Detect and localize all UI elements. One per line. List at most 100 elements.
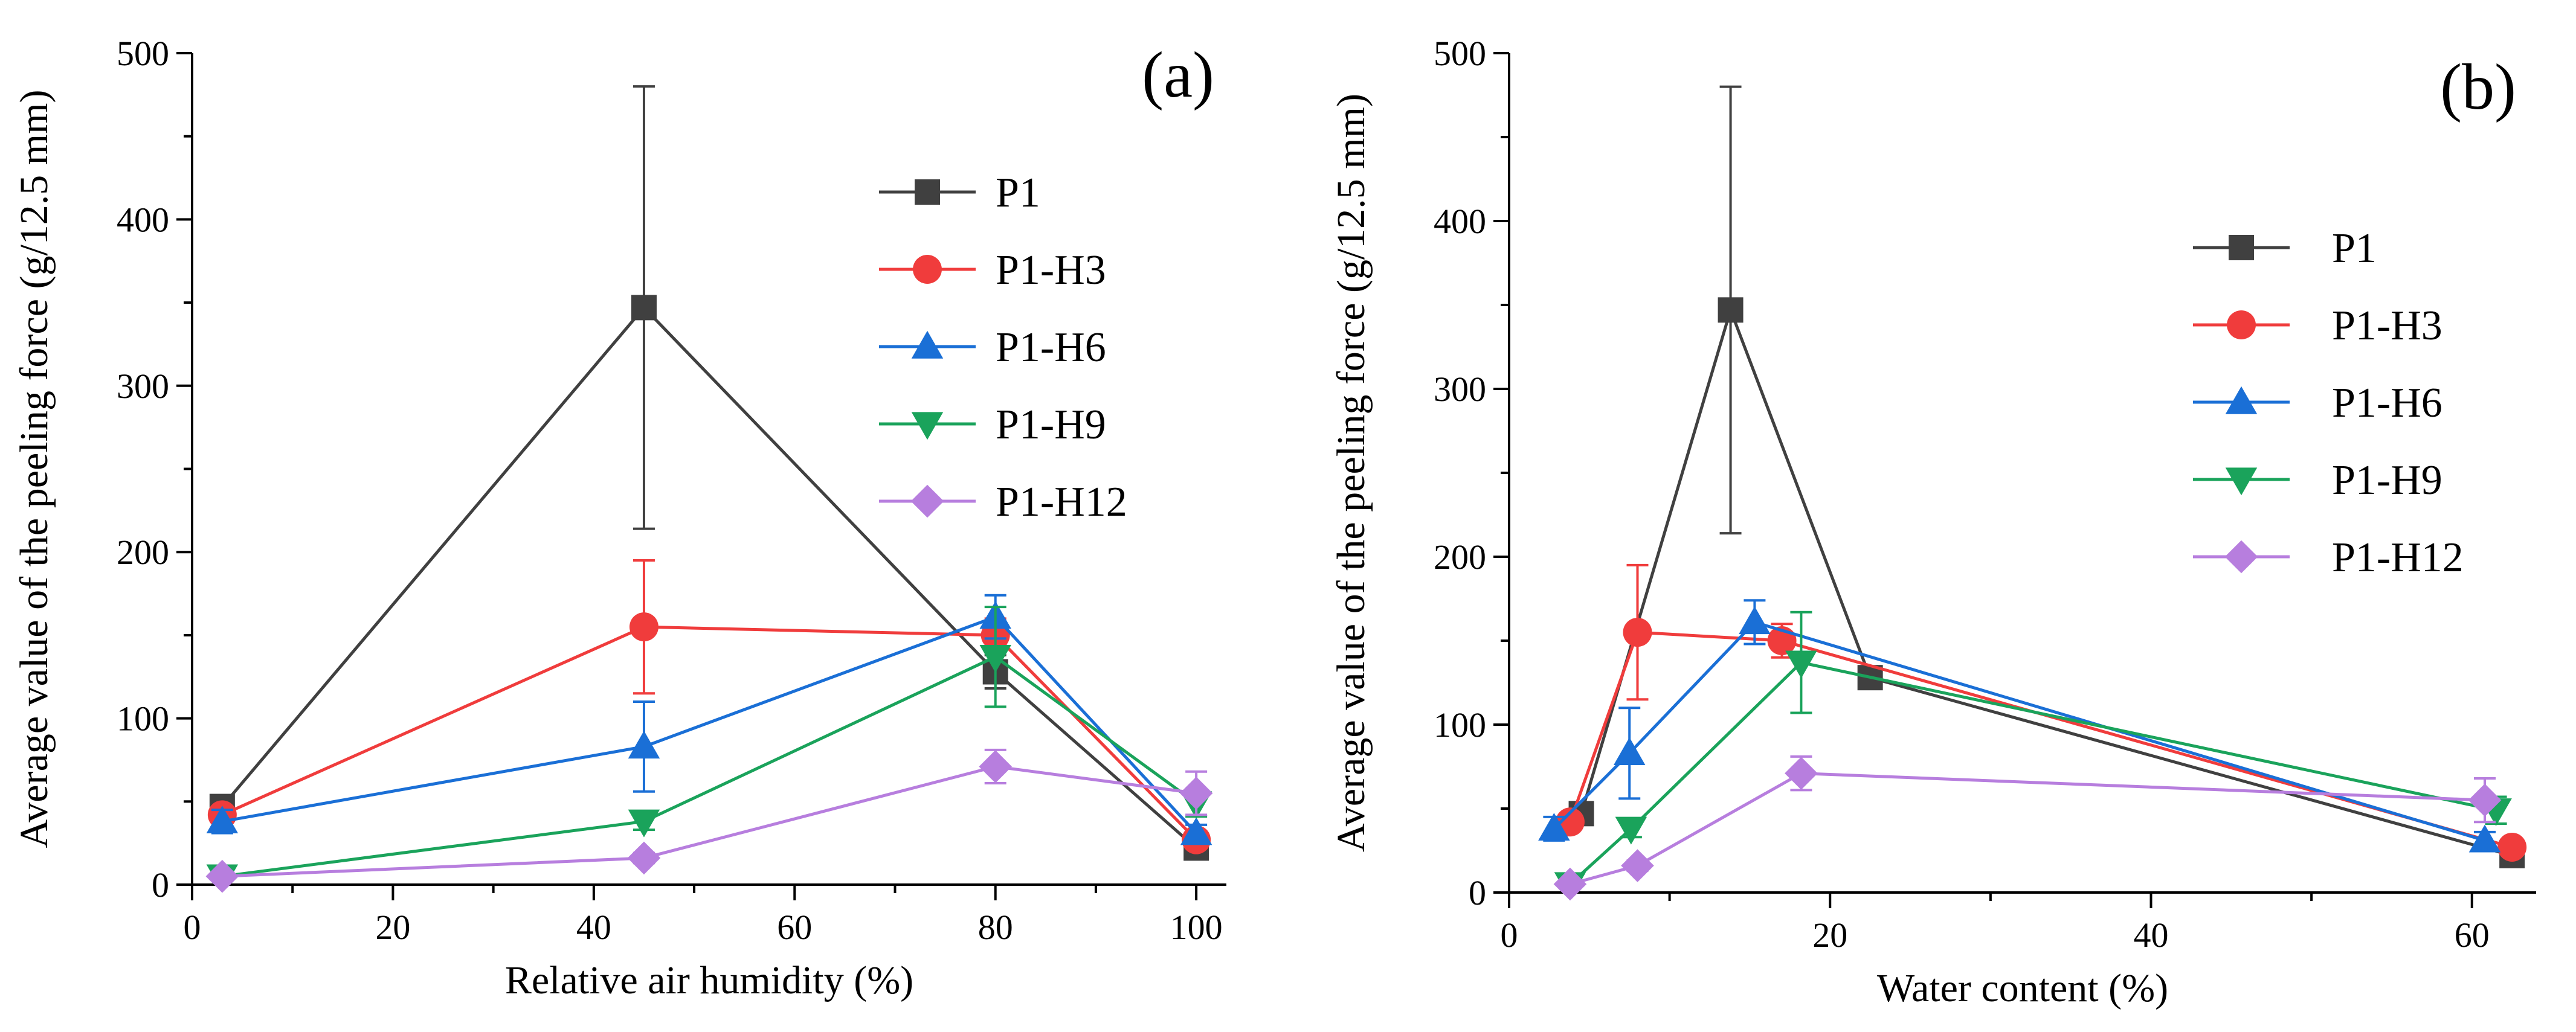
data-point <box>627 841 661 875</box>
y-tick-label: 400 <box>1434 202 1486 241</box>
data-point <box>979 750 1013 783</box>
y-tick-label: 200 <box>1434 537 1486 577</box>
y-tick-label: 0 <box>152 865 169 905</box>
panel-label: (b) <box>2440 51 2516 123</box>
x-tick-label: 40 <box>2134 915 2169 955</box>
y-tick-label: 400 <box>117 200 169 239</box>
series-line <box>1568 630 2513 849</box>
series-line <box>1570 772 2485 886</box>
data-point <box>2468 783 2502 817</box>
legend-item: P1-H9 <box>879 402 1106 448</box>
data-point <box>1785 650 1817 679</box>
legend-marker <box>2229 235 2254 260</box>
legend-item: P1-H6 <box>879 324 1106 371</box>
legend-item: P1-H3 <box>2193 303 2442 349</box>
legend-item: P1-H12 <box>879 479 1127 525</box>
legend-item: P1-H12 <box>2193 534 2464 581</box>
legend-label: P1 <box>996 170 1040 216</box>
series-line <box>222 615 1197 835</box>
x-tick-label: 0 <box>184 908 201 947</box>
data-point <box>1615 816 1647 845</box>
legend-label: P1-H9 <box>2332 457 2442 504</box>
data-point <box>206 806 239 834</box>
series-line <box>1569 661 2497 885</box>
y-tick-label: 100 <box>1434 705 1486 745</box>
series-p1-h12 <box>1553 755 2502 901</box>
x-axis-title: Water content (%) <box>1877 966 2168 1010</box>
series-p1-h3 <box>207 559 1211 854</box>
legend-marker <box>910 484 944 518</box>
y-tick-label: 100 <box>117 699 169 739</box>
series-line <box>222 655 1197 878</box>
series-p1-h6 <box>1538 599 2501 853</box>
x-tick-label: 40 <box>576 908 611 947</box>
data-point <box>1179 777 1213 810</box>
legend-item: P1-H6 <box>2193 380 2442 426</box>
data-point <box>2468 824 2501 853</box>
series-line <box>222 764 1197 878</box>
legend-marker <box>911 412 944 440</box>
y-tick-label: 200 <box>117 533 169 572</box>
panel-b: 0 20 40 60 0 100 200 300 400 500 Water content (%)… <box>1329 34 2536 1010</box>
legend-label: P1-H6 <box>996 324 1106 371</box>
series-p1-h9 <box>1554 611 2512 900</box>
series-p1-h3 <box>1555 563 2527 862</box>
data-point <box>628 731 660 759</box>
panel-label: (a) <box>1142 39 1214 111</box>
x-tick-label: 20 <box>375 908 410 947</box>
y-tick-label: 300 <box>117 367 169 406</box>
data-point <box>979 645 1011 673</box>
x-tick-label: 60 <box>2455 915 2490 955</box>
data-point <box>628 809 660 838</box>
legend-item: P1-H9 <box>2193 457 2442 504</box>
series-p1-h12 <box>205 748 1213 893</box>
panel-a: 0 20 40 60 80 100 0 100 200 300 400 500 Relative air… <box>12 34 1226 1002</box>
y-tick-label: 500 <box>117 34 169 73</box>
series-line <box>1580 305 2513 857</box>
x-axis-title: Relative air humidity (%) <box>505 958 913 1002</box>
legend-marker <box>915 179 940 205</box>
y-tick-label: 300 <box>1434 370 1486 409</box>
x-tick-label: 20 <box>1812 915 1847 955</box>
legend-label: P1-H3 <box>996 247 1106 293</box>
series-p1-h9 <box>206 606 1212 893</box>
y-axis-title: Average value of the peeling force (g/12… <box>1329 94 1373 852</box>
data-point <box>1623 618 1652 647</box>
legend-label: P1-H3 <box>2332 303 2442 349</box>
y-tick-label: 500 <box>1434 34 1486 73</box>
x-tick-label: 0 <box>1501 915 1518 955</box>
data-point <box>1718 297 1744 323</box>
legend-item: P1 <box>2193 225 2377 272</box>
legend-marker <box>913 255 942 284</box>
legend-label: P1-H6 <box>2332 380 2442 426</box>
legend-label: P1-H12 <box>996 479 1127 525</box>
legend-label: P1-H9 <box>996 402 1106 448</box>
series-p1-h6 <box>206 594 1212 845</box>
legend-marker <box>2227 310 2256 339</box>
data-point <box>631 295 657 321</box>
legend-label: P1-H12 <box>2332 534 2464 581</box>
x-tick-label: 60 <box>777 908 812 947</box>
series-line <box>1553 620 2485 842</box>
legend-marker <box>911 330 944 359</box>
data-point <box>205 859 239 893</box>
series-line <box>221 625 1197 841</box>
data-point <box>1785 757 1818 790</box>
series-p1 <box>209 85 1209 861</box>
legend-marker <box>2225 467 2258 496</box>
legend-label: P1 <box>2332 225 2377 272</box>
y-axis-title: Average value of the peeling force (g/12… <box>12 90 56 848</box>
data-point <box>1739 606 1771 635</box>
data-point <box>629 612 658 642</box>
x-tick-label: 100 <box>1170 908 1223 947</box>
data-point <box>1621 849 1654 882</box>
data-point <box>1180 817 1212 845</box>
data-point <box>1613 737 1646 765</box>
legend-item: P1 <box>879 170 1040 216</box>
x-tick-label: 80 <box>978 908 1013 947</box>
legend-item: P1-H3 <box>879 247 1106 293</box>
data-point <box>2497 832 2527 862</box>
data-point <box>1538 813 1570 841</box>
data-point <box>1553 867 1587 901</box>
